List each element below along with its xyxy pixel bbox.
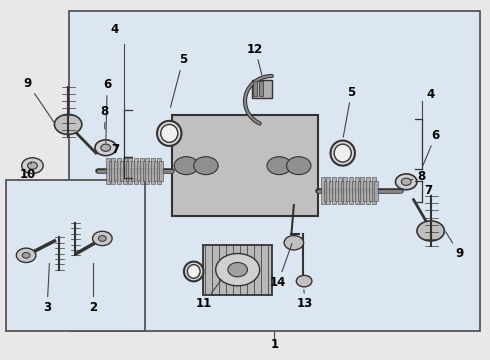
- Bar: [321, 177, 325, 204]
- Bar: [137, 161, 141, 181]
- Circle shape: [16, 248, 36, 262]
- Circle shape: [287, 157, 311, 175]
- Bar: [363, 181, 367, 201]
- Bar: [369, 181, 373, 201]
- Circle shape: [417, 221, 444, 241]
- Bar: [371, 177, 375, 204]
- Circle shape: [395, 174, 417, 190]
- Text: 6: 6: [103, 78, 111, 143]
- Circle shape: [216, 253, 260, 286]
- Text: 9: 9: [446, 232, 463, 260]
- Bar: [332, 177, 336, 204]
- Bar: [151, 158, 155, 184]
- Bar: [346, 181, 350, 201]
- Circle shape: [228, 262, 247, 277]
- Bar: [117, 158, 121, 184]
- Bar: [358, 181, 362, 201]
- Bar: [326, 177, 330, 204]
- Circle shape: [22, 252, 30, 258]
- Text: 5: 5: [171, 53, 187, 107]
- Ellipse shape: [157, 121, 181, 146]
- Bar: [349, 177, 353, 204]
- Bar: [5, 180, 145, 330]
- Circle shape: [22, 158, 43, 174]
- Bar: [329, 181, 333, 201]
- Text: 4: 4: [427, 87, 435, 100]
- Bar: [111, 158, 115, 184]
- Text: 13: 13: [297, 290, 313, 310]
- Bar: [360, 177, 364, 204]
- Bar: [355, 177, 359, 204]
- Circle shape: [27, 162, 37, 169]
- Bar: [122, 158, 126, 184]
- Circle shape: [284, 235, 304, 250]
- Text: 2: 2: [90, 264, 98, 314]
- Bar: [69, 12, 480, 330]
- Circle shape: [296, 275, 312, 287]
- Circle shape: [54, 114, 82, 134]
- Text: 4: 4: [111, 23, 119, 36]
- Bar: [259, 81, 263, 96]
- Text: 8: 8: [410, 170, 425, 183]
- Bar: [146, 158, 149, 184]
- Text: 5: 5: [343, 86, 356, 137]
- Bar: [131, 161, 135, 181]
- Text: 6: 6: [423, 129, 440, 166]
- Bar: [143, 161, 147, 181]
- Circle shape: [194, 157, 218, 175]
- Bar: [352, 181, 356, 201]
- Text: 12: 12: [247, 42, 264, 75]
- Bar: [134, 158, 138, 184]
- Bar: [120, 161, 124, 181]
- Bar: [341, 181, 344, 201]
- Circle shape: [267, 157, 292, 175]
- Bar: [343, 177, 347, 204]
- Circle shape: [101, 144, 111, 151]
- Bar: [154, 161, 158, 181]
- Text: 8: 8: [100, 105, 109, 129]
- Ellipse shape: [161, 125, 178, 142]
- Text: 11: 11: [196, 280, 221, 310]
- Bar: [109, 161, 113, 181]
- Ellipse shape: [331, 140, 355, 166]
- Bar: [159, 161, 163, 181]
- Circle shape: [401, 178, 411, 185]
- Text: 1: 1: [270, 338, 278, 351]
- Text: 10: 10: [20, 162, 36, 181]
- Ellipse shape: [334, 144, 351, 162]
- Circle shape: [98, 235, 106, 241]
- Bar: [148, 161, 152, 181]
- Text: 9: 9: [24, 77, 54, 122]
- Text: 3: 3: [43, 264, 51, 314]
- Bar: [157, 158, 161, 184]
- Text: 14: 14: [270, 244, 292, 289]
- Ellipse shape: [187, 265, 200, 278]
- Circle shape: [93, 231, 112, 246]
- Bar: [172, 116, 318, 216]
- Ellipse shape: [184, 262, 203, 281]
- Bar: [128, 158, 132, 184]
- Bar: [335, 181, 339, 201]
- Text: 7: 7: [111, 143, 119, 156]
- Bar: [125, 161, 129, 181]
- Bar: [252, 80, 272, 98]
- Circle shape: [95, 140, 117, 156]
- Bar: [323, 181, 327, 201]
- Bar: [114, 161, 118, 181]
- Text: 7: 7: [424, 184, 432, 197]
- Bar: [140, 158, 144, 184]
- Bar: [374, 181, 378, 201]
- Circle shape: [174, 157, 198, 175]
- Bar: [366, 177, 370, 204]
- Bar: [338, 177, 342, 204]
- Bar: [106, 158, 110, 184]
- Bar: [203, 244, 272, 295]
- Bar: [253, 81, 257, 96]
